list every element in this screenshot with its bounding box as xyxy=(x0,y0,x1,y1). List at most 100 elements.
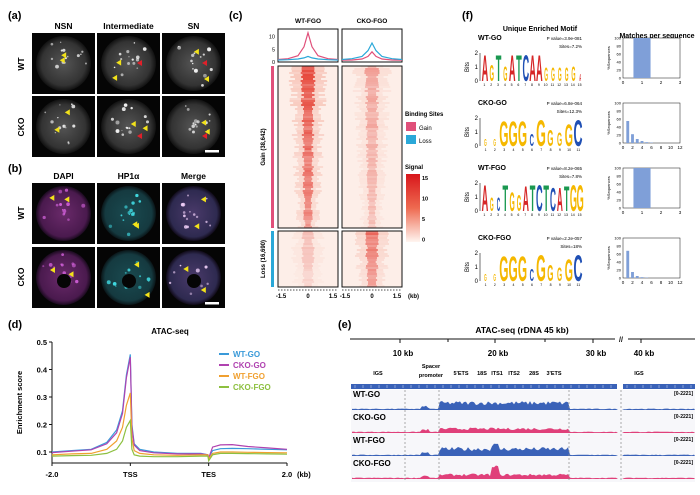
motif-letter: G xyxy=(518,114,527,154)
chromatin-focus xyxy=(60,263,64,267)
heatmap-row-halo xyxy=(297,263,319,265)
y-tick-label: 0 xyxy=(475,144,479,150)
match-bar xyxy=(635,276,639,278)
chromatin-focus xyxy=(120,214,123,217)
bar-y-tick: 60 xyxy=(617,252,622,257)
motif-letter: A xyxy=(529,48,536,89)
heatmap-row xyxy=(368,222,376,224)
heatmap-row xyxy=(365,267,379,269)
chromatin-focus xyxy=(184,105,187,107)
micrograph-panels: NSN Intermediate SN WT CKO DAPI HP1α Merge WT CKO xyxy=(16,21,225,308)
chromatin-focus xyxy=(118,52,122,56)
heatmap-row-halo xyxy=(294,251,322,253)
heatmap-row xyxy=(368,190,376,192)
chromatin-focus xyxy=(62,209,64,211)
region-label: ITS2 xyxy=(508,371,520,377)
motif-letters: G GGGG CGG GGC xyxy=(484,113,583,155)
group-bar-gain xyxy=(271,66,274,228)
scale-tick-label: 10 kb xyxy=(393,349,414,358)
column-header: SN xyxy=(188,21,200,31)
heatmap-row-halo xyxy=(293,261,323,263)
heatmap-row-halo xyxy=(288,80,328,82)
heatmap-frame xyxy=(341,65,403,229)
motif-letter: A xyxy=(579,74,581,84)
heatmap-row xyxy=(367,92,377,94)
position-label: 10 xyxy=(544,83,548,87)
chromatin-focus xyxy=(122,219,125,222)
motif-sites: Sites=7.8% xyxy=(559,174,582,179)
heatmap-row xyxy=(301,76,315,78)
heatmap-row-halo xyxy=(359,263,385,265)
profile-line-gain xyxy=(277,30,339,61)
heatmap-row xyxy=(367,257,377,259)
heatmap-wt-fgo-loss xyxy=(277,230,339,288)
heatmap-row-halo xyxy=(300,200,316,202)
heatmap-row xyxy=(304,148,312,150)
heatmap-row-halo xyxy=(294,190,322,192)
motif-letter: G xyxy=(499,249,508,289)
heatmap-row xyxy=(366,194,378,196)
motif-letter: G xyxy=(503,63,507,86)
legend-swatch-gain xyxy=(406,122,416,131)
chromatin-focus xyxy=(133,214,135,216)
bar-x-tick: 8 xyxy=(660,145,663,150)
y-tick-label: 2 xyxy=(475,181,479,187)
track-range: [0-2221] xyxy=(674,414,693,420)
match-bar xyxy=(631,272,634,278)
position-label: 1 xyxy=(485,283,487,287)
column-header: CKO-FGO xyxy=(357,18,388,25)
heatmap-row xyxy=(302,261,314,263)
heatmap-row-halo xyxy=(291,237,325,239)
b-micrograph xyxy=(162,183,225,244)
heatmap-row xyxy=(366,106,378,108)
bar-y-label: %Sequences xyxy=(606,111,611,135)
heatmap-row xyxy=(365,235,379,237)
heatmap-row xyxy=(365,239,379,241)
line-chart: 0.1 0.2 0.3 0.4 0.5 Enrichment score -2.0 TSS TE… xyxy=(15,338,311,479)
chromatin-focus xyxy=(133,42,136,44)
column-header: Intermediate xyxy=(103,21,154,31)
series-line-cko-go xyxy=(51,356,288,461)
motif-title: Unique Enriched Motif xyxy=(503,26,578,33)
position-label: 5 xyxy=(522,283,524,287)
arrowhead-icon xyxy=(134,261,140,268)
heatmap-row-halo xyxy=(292,166,324,168)
chromatin-focus xyxy=(67,141,70,144)
heatmap-row-halo xyxy=(294,108,322,110)
heatmap-row-halo xyxy=(294,78,322,80)
bar-y-label: %Sequences xyxy=(606,46,611,70)
motif-letter: T xyxy=(516,48,522,89)
panel-a-label: (a) xyxy=(8,10,22,22)
heatmap-row xyxy=(303,178,313,180)
match-bar xyxy=(626,121,630,143)
heatmap-row xyxy=(367,124,377,126)
bar-x-tick: 2 xyxy=(631,145,634,150)
chromatin-focus xyxy=(50,42,54,46)
heatmap-row-halo xyxy=(359,182,385,184)
heatmap-row-halo xyxy=(356,126,388,128)
column-header: HP1α xyxy=(118,171,141,181)
position-label: 12 xyxy=(557,83,561,87)
position-label: 3 xyxy=(497,83,499,87)
bar-x-tick: 4 xyxy=(641,145,644,150)
heatmap-row xyxy=(302,251,314,253)
position-label: 6 xyxy=(531,148,533,152)
heatmap-row xyxy=(367,130,377,132)
heatmap-row xyxy=(366,154,378,156)
heatmap-row xyxy=(301,134,315,136)
y-axis-label: Bits xyxy=(465,62,471,72)
heatmap-row-halo xyxy=(299,220,317,222)
chromatin-focus xyxy=(55,203,59,207)
heatmap-row-halo xyxy=(294,186,322,188)
heatmap-row-halo xyxy=(292,249,324,251)
heatmap-row-halo xyxy=(359,273,385,275)
heatmap-row-halo xyxy=(299,204,317,206)
heatmap-row xyxy=(368,281,376,283)
heatmap-row-halo xyxy=(356,138,388,140)
motif-letter: T xyxy=(503,178,509,219)
y-tick-label: 5 xyxy=(272,47,275,53)
heatmap-row xyxy=(366,245,378,247)
heatmap-row-halo xyxy=(297,158,319,160)
heatmap-panel: WT-FGO CKO-FGO 0 5 10 Gain (38,642) Loss (16,6… xyxy=(261,18,444,300)
